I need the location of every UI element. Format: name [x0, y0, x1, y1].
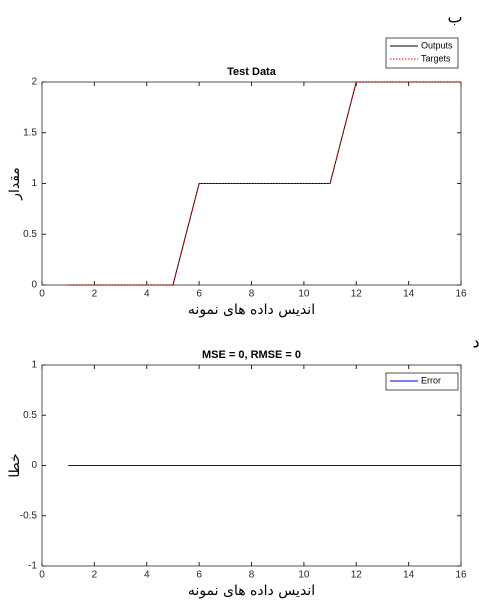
y-tick-label: -0.5	[20, 510, 38, 521]
legend-label: Outputs	[421, 40, 453, 50]
x-axis-label: اندیس داده های نمونه	[188, 302, 315, 318]
y-axis-label: مقدار	[7, 167, 23, 201]
series-line	[68, 81, 461, 286]
y-tick-label: 0	[31, 460, 37, 471]
y-tick-label: 0.5	[23, 410, 37, 421]
y-tick-label: 0.5	[23, 229, 37, 240]
x-tick-label: 2	[92, 289, 98, 300]
legend-label: Targets	[421, 53, 451, 63]
x-tick-label: 10	[298, 570, 310, 581]
x-tick-label: 14	[403, 570, 415, 581]
x-tick-label: 8	[249, 570, 255, 581]
x-tick-label: 14	[403, 289, 415, 300]
x-tick-label: 12	[351, 570, 363, 581]
y-axis-label: خطا	[7, 453, 23, 477]
y-tick-label: -1	[28, 561, 37, 572]
x-tick-label: 0	[39, 570, 45, 581]
y-tick-label: 1	[31, 178, 37, 189]
panel-label: د	[472, 333, 479, 352]
x-tick-label: 16	[455, 289, 467, 300]
x-tick-label: 2	[92, 570, 98, 581]
y-tick-label: 1	[31, 360, 37, 371]
chart-title: Test Data	[227, 66, 277, 78]
y-tick-label: 1.5	[23, 127, 37, 138]
chart-title: MSE = 0, RMSE = 0	[202, 349, 301, 361]
x-tick-label: 12	[351, 289, 363, 300]
x-tick-label: 6	[196, 289, 202, 300]
y-tick-label: 0	[31, 280, 37, 291]
x-tick-label: 4	[144, 289, 150, 300]
x-tick-label: 10	[298, 289, 310, 300]
x-tick-label: 6	[196, 570, 202, 581]
panel-label: ب	[447, 8, 462, 27]
legend-box	[385, 37, 459, 69]
x-tick-label: 4	[144, 570, 150, 581]
legend-label: Error	[421, 375, 441, 385]
legend-box	[385, 372, 459, 391]
x-axis-label: اندیس داده های نمونه	[188, 583, 315, 599]
x-tick-label: 16	[455, 570, 467, 581]
x-tick-label: 0	[39, 289, 45, 300]
y-tick-label: 2	[31, 77, 37, 88]
x-tick-label: 8	[249, 289, 255, 300]
